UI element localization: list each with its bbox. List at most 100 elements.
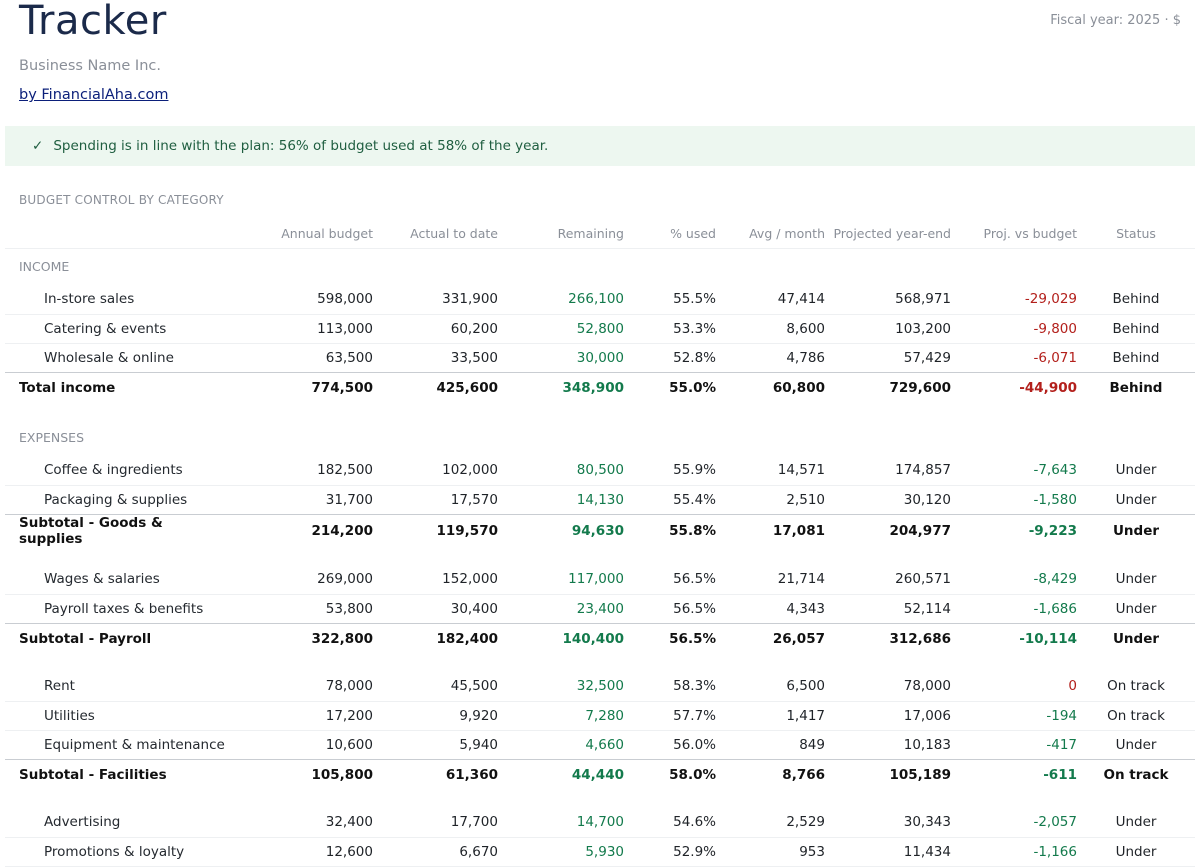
status-banner-message: Spending is in line with the plan: 56% o… — [53, 138, 549, 154]
cell: 33,500 — [373, 343, 498, 373]
status-cell: Behind — [1077, 343, 1195, 373]
cell: -7,643 — [951, 455, 1077, 486]
cell: 312,686 — [889, 631, 952, 647]
cell: 55.8% — [669, 523, 716, 539]
cell: 103,200 — [825, 314, 951, 344]
row-label: Equipment & maintenance — [5, 730, 230, 760]
column-header: Status — [1077, 219, 1195, 249]
row-label: Total income — [19, 380, 116, 396]
cell: 7,280 — [498, 701, 624, 731]
cell: 8,766 — [782, 767, 825, 783]
cell: 53.3% — [624, 314, 716, 344]
cell: -9,223 — [1028, 523, 1077, 539]
cell: 568,971 — [825, 284, 951, 315]
table-row: Wages & salaries 269,000 152,000 117,000… — [5, 564, 1195, 595]
cell: 44,440 — [571, 767, 624, 783]
cell: 56.0% — [624, 730, 716, 760]
cell: 30,343 — [825, 807, 951, 838]
cell: -1,686 — [951, 594, 1077, 624]
cell: 140,400 — [562, 631, 625, 647]
status-cell: Behind — [1109, 380, 1163, 396]
row-label: Catering & events — [5, 314, 230, 344]
cell: -2,057 — [951, 807, 1077, 838]
cell: 10,600 — [230, 730, 373, 760]
cell: 10,183 — [825, 730, 951, 760]
column-header: % used — [624, 219, 716, 249]
cell: 174,857 — [825, 455, 951, 486]
cell: -417 — [951, 730, 1077, 760]
cell: 348,900 — [562, 380, 625, 396]
status-cell: Under — [1112, 523, 1160, 539]
cell: 21,714 — [716, 564, 825, 595]
cell: 14,700 — [498, 807, 624, 838]
check-icon: ✓ — [32, 138, 44, 154]
status-cell: On track — [1077, 671, 1195, 702]
table-row: Catering & events 113,000 60,200 52,800 … — [5, 314, 1195, 344]
status-cell: Under — [1077, 837, 1195, 867]
cell: 204,977 — [889, 523, 952, 539]
cell: -29,029 — [951, 284, 1077, 315]
cell: 598,000 — [230, 284, 373, 315]
subtotal-row-facilities: Subtotal - Facilities 105,800 61,360 44,… — [5, 760, 1195, 791]
status-cell: Behind — [1077, 314, 1195, 344]
cell: 32,400 — [230, 807, 373, 838]
cell: 14,130 — [498, 485, 624, 515]
fiscal-year-label: Fiscal year: 2025 · $ — [1050, 13, 1181, 28]
table-row: Rent 78,000 45,500 32,500 58.3% 6,500 78… — [5, 671, 1195, 702]
status-banner: ✓ Spending is in line with the plan: 56%… — [5, 126, 1195, 166]
cell: 78,000 — [825, 671, 951, 702]
column-header: Proj. vs budget — [951, 219, 1077, 249]
cell: -611 — [1043, 767, 1077, 783]
cell: 78,000 — [230, 671, 373, 702]
cell: 113,000 — [230, 314, 373, 344]
cell: 2,510 — [716, 485, 825, 515]
cell: 182,400 — [436, 631, 499, 647]
cell: 47,414 — [716, 284, 825, 315]
cell: 30,400 — [373, 594, 498, 624]
cell: -44,900 — [1019, 380, 1077, 396]
row-label: Utilities — [5, 701, 230, 731]
business-name: Business Name Inc. — [19, 58, 161, 74]
table-row: Advertising 32,400 17,700 14,700 54.6% 2… — [5, 807, 1195, 838]
cell: 17,570 — [373, 485, 498, 515]
row-label: Rent — [5, 671, 230, 702]
cell: 57,429 — [825, 343, 951, 373]
cell: 729,600 — [889, 380, 952, 396]
status-cell: Behind — [1077, 284, 1195, 315]
cell: 61,360 — [445, 767, 498, 783]
byline-link[interactable]: by FinancialAha.com — [19, 87, 169, 103]
cell: 0 — [951, 671, 1077, 702]
cell: 58.3% — [624, 671, 716, 702]
status-cell: On track — [1077, 701, 1195, 731]
cell: 9,920 — [373, 701, 498, 731]
cell: 55.4% — [624, 485, 716, 515]
status-cell: Under — [1112, 631, 1160, 647]
cell: 102,000 — [373, 455, 498, 486]
cell: 31,700 — [230, 485, 373, 515]
column-header-category — [5, 219, 230, 249]
row-label: Coffee & ingredients — [5, 455, 230, 486]
status-cell: Under — [1077, 730, 1195, 760]
cell: 56.5% — [624, 594, 716, 624]
cell: 58.0% — [669, 767, 716, 783]
page-title: Tracker — [19, 0, 167, 44]
table-row: In-store sales 598,000 331,900 266,100 5… — [5, 284, 1195, 315]
row-label: Advertising — [5, 807, 230, 838]
subtotal-row-goods: Subtotal - Goods & supplies 214,200 119,… — [5, 515, 1195, 547]
section-title: BUDGET CONTROL BY CATEGORY — [19, 193, 224, 207]
cell: 117,000 — [498, 564, 624, 595]
cell: 2,529 — [716, 807, 825, 838]
cell: 45,500 — [373, 671, 498, 702]
cell: 17,081 — [772, 523, 825, 539]
group-label-income: INCOME — [19, 259, 70, 274]
cell: 17,700 — [373, 807, 498, 838]
cell: -1,166 — [951, 837, 1077, 867]
row-label: Packaging & supplies — [5, 485, 230, 515]
row-label: Subtotal - Goods & supplies — [19, 515, 163, 547]
cell: 17,200 — [230, 701, 373, 731]
row-label: Payroll taxes & benefits — [5, 594, 230, 624]
status-cell: Under — [1077, 485, 1195, 515]
cell: 4,343 — [716, 594, 825, 624]
cell: 322,800 — [311, 631, 374, 647]
cell: -1,580 — [951, 485, 1077, 515]
